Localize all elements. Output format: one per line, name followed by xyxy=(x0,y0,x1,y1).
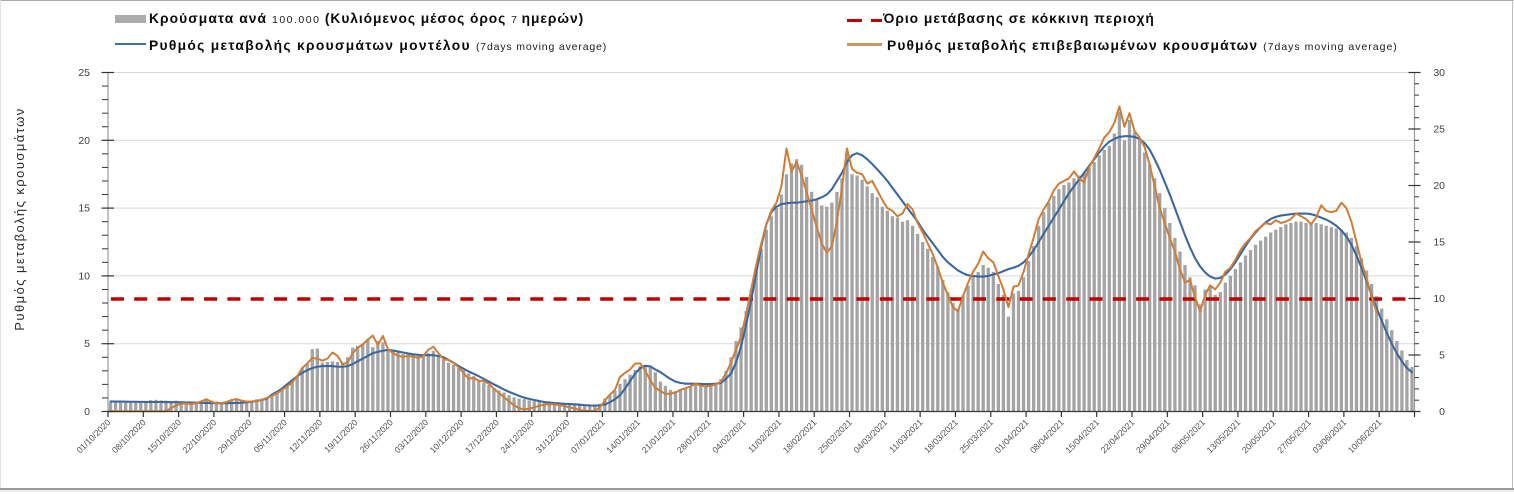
svg-text:11/03/2021: 11/03/2021 xyxy=(887,417,924,454)
svg-text:07/01/2021: 07/01/2021 xyxy=(569,417,607,455)
svg-text:27/05/2021: 27/05/2021 xyxy=(1275,417,1313,455)
svg-text:25: 25 xyxy=(78,67,90,79)
svg-text:10: 10 xyxy=(1433,293,1445,305)
svg-text:17/12/2020: 17/12/2020 xyxy=(463,417,501,455)
svg-text:10/12/2020: 10/12/2020 xyxy=(428,417,466,455)
svg-text:01/04/2021: 01/04/2021 xyxy=(993,417,1031,455)
svg-text:20: 20 xyxy=(78,135,90,147)
svg-text:03/06/2021: 03/06/2021 xyxy=(1310,417,1348,455)
svg-text:5: 5 xyxy=(1439,350,1445,362)
svg-text:19/11/2020: 19/11/2020 xyxy=(322,417,359,454)
svg-text:24/12/2020: 24/12/2020 xyxy=(498,417,536,455)
svg-text:20/05/2021: 20/05/2021 xyxy=(1240,417,1278,455)
svg-text:08/10/2020: 08/10/2020 xyxy=(110,417,148,455)
svg-text:29/04/2021: 29/04/2021 xyxy=(1134,417,1172,455)
svg-text:0: 0 xyxy=(1439,406,1445,418)
svg-text:31/12/2020: 31/12/2020 xyxy=(534,417,572,455)
svg-text:18/02/2021: 18/02/2021 xyxy=(781,417,819,455)
svg-text:10: 10 xyxy=(78,270,90,282)
svg-text:22/04/2021: 22/04/2021 xyxy=(1099,417,1137,455)
svg-text:14/01/2021: 14/01/2021 xyxy=(604,417,642,455)
svg-text:18/03/2021: 18/03/2021 xyxy=(922,417,960,455)
svg-text:04/02/2021: 04/02/2021 xyxy=(710,417,748,455)
svg-text:26/11/2020: 26/11/2020 xyxy=(358,417,395,454)
svg-text:06/05/2021: 06/05/2021 xyxy=(1169,417,1207,455)
svg-text:25/02/2021: 25/02/2021 xyxy=(816,417,854,455)
svg-text:13/05/2021: 13/05/2021 xyxy=(1205,417,1243,455)
svg-text:21/01/2021: 21/01/2021 xyxy=(640,417,678,455)
svg-text:15: 15 xyxy=(1433,237,1445,249)
svg-text:10/06/2021: 10/06/2021 xyxy=(1346,417,1384,455)
svg-text:29/10/2020: 29/10/2020 xyxy=(216,417,254,455)
svg-text:5: 5 xyxy=(84,338,90,350)
svg-text:Ρυθμός μεταβολής κρουσμάτων: Ρυθμός μεταβολής κρουσμάτων xyxy=(12,107,27,330)
svg-text:25/03/2021: 25/03/2021 xyxy=(957,417,995,455)
svg-text:03/12/2020: 03/12/2020 xyxy=(392,417,430,455)
svg-text:20: 20 xyxy=(1433,180,1445,192)
svg-text:04/03/2021: 04/03/2021 xyxy=(851,417,889,455)
svg-text:01/10/2020: 01/10/2020 xyxy=(75,417,113,455)
svg-text:05/11/2020: 05/11/2020 xyxy=(252,417,289,454)
svg-text:08/04/2021: 08/04/2021 xyxy=(1028,417,1066,455)
svg-text:28/01/2021: 28/01/2021 xyxy=(675,417,713,455)
svg-text:22/10/2020: 22/10/2020 xyxy=(181,417,219,455)
svg-text:12/11/2020: 12/11/2020 xyxy=(287,417,324,454)
svg-text:0: 0 xyxy=(84,406,90,418)
svg-text:15/04/2021: 15/04/2021 xyxy=(1063,417,1101,455)
svg-text:15/10/2020: 15/10/2020 xyxy=(145,417,183,455)
svg-text:25: 25 xyxy=(1433,124,1445,136)
svg-text:11/02/2021: 11/02/2021 xyxy=(746,417,783,454)
svg-text:30: 30 xyxy=(1433,67,1445,79)
svg-text:15: 15 xyxy=(78,203,90,215)
